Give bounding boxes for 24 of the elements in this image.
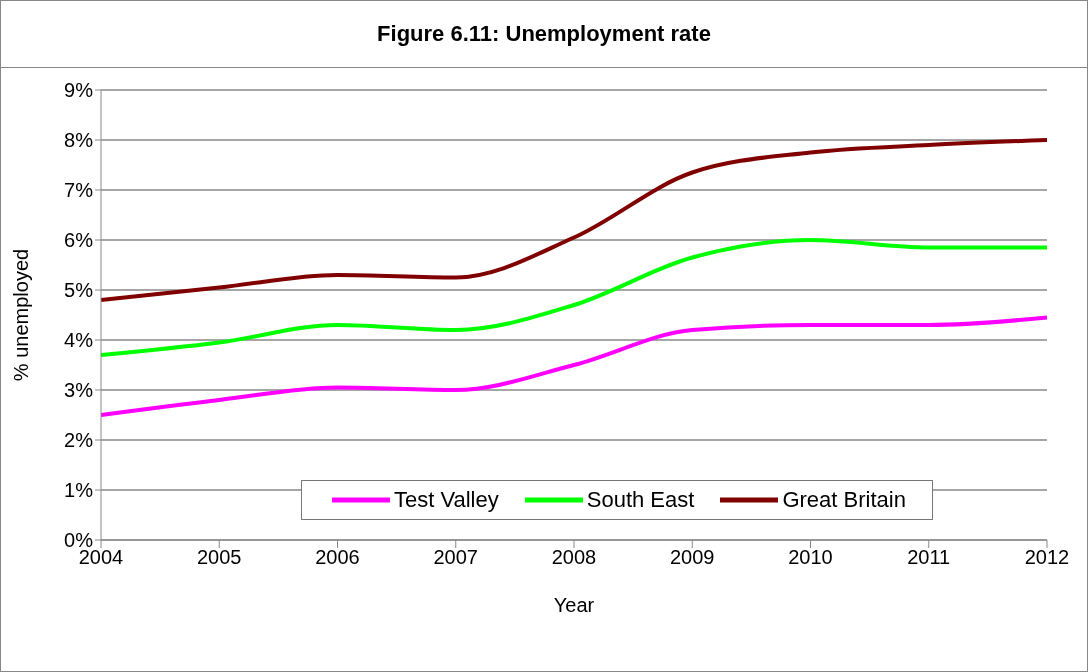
y-tick-label: 1% (64, 479, 94, 502)
x-tick-label: 2008 (551, 546, 597, 569)
x-axis-title: Year (553, 594, 595, 616)
y-axis-title: % unemployed (10, 248, 33, 382)
chart-title: Figure 6.11: Unemployment rate (1, 1, 1087, 68)
x-tick-label: 2010 (788, 546, 833, 569)
x-tick-label: 2011 (907, 546, 951, 569)
legend-label: Test Valley (394, 487, 499, 513)
y-tick-label: 7% (64, 179, 94, 202)
legend-label: Great Britain (782, 487, 906, 513)
x-tick-label: 2006 (315, 546, 360, 569)
y-tick-label: 6% (64, 229, 94, 252)
legend-label: South East (586, 487, 695, 513)
x-tick-label: 2009 (670, 546, 715, 569)
y-tick-label: 9% (64, 79, 94, 102)
y-tick-label: 2% (64, 429, 94, 452)
x-tick-label: 2007 (433, 546, 478, 569)
y-tick-label: 3% (64, 379, 94, 402)
x-tick-label: 2005 (197, 546, 242, 569)
x-tick-label: 2012 (1024, 546, 1070, 569)
y-tick-label: 8% (64, 129, 94, 152)
y-tick-label: 4% (64, 329, 94, 352)
y-tick-label: 5% (64, 279, 94, 302)
x-tick-label: 2004 (78, 546, 124, 569)
